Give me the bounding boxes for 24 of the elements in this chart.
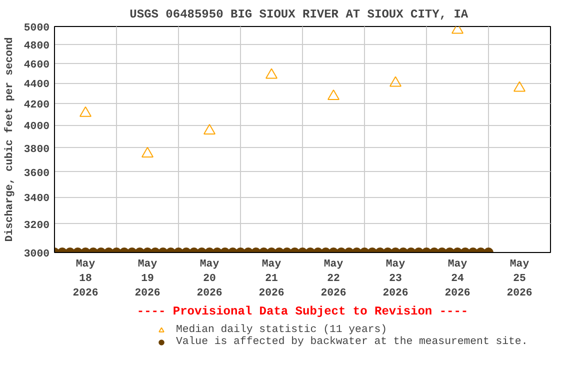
y-axis-title: Discharge, cubic feet per second xyxy=(4,37,16,242)
y-tick-label: 3000 xyxy=(24,248,50,260)
y-tick-label: 4600 xyxy=(24,59,50,72)
chart-title: USGS 06485950 BIG SIOUX RIVER AT SIOUX CITY, IA xyxy=(130,8,469,22)
y-tick-label: 3800 xyxy=(24,144,50,156)
x-tick-label: May 24 2026 xyxy=(444,258,470,300)
x-tick-label: May 18 2026 xyxy=(72,258,98,300)
y-tick-label: 3400 xyxy=(24,193,50,206)
y-tick-label: 5000 xyxy=(24,22,50,34)
x-tick-label: May 21 2026 xyxy=(258,258,284,300)
y-tick-label: 3200 xyxy=(24,220,50,232)
x-tick-label: May 22 2026 xyxy=(320,258,346,300)
x-tick-label: May 20 2026 xyxy=(196,258,222,300)
legend-label: Value is affected by backwater at the measurement site. xyxy=(176,336,528,348)
y-tick-label: 4000 xyxy=(24,121,50,134)
y-tick-label: 4400 xyxy=(24,79,50,92)
y-tick-label: 4200 xyxy=(24,100,50,112)
y-tick-label: 4800 xyxy=(24,40,50,53)
text: ---- Provisional Data Subject to Revision ---- xyxy=(136,304,468,318)
y-tick-label: 3600 xyxy=(24,168,50,180)
x-tick-label: May 19 2026 xyxy=(134,258,160,300)
x-tick-label: May 23 2026 xyxy=(382,258,408,300)
x-tick-label: May 25 2026 xyxy=(506,258,532,300)
legend-label: Median daily statistic (11 years) xyxy=(176,324,388,336)
